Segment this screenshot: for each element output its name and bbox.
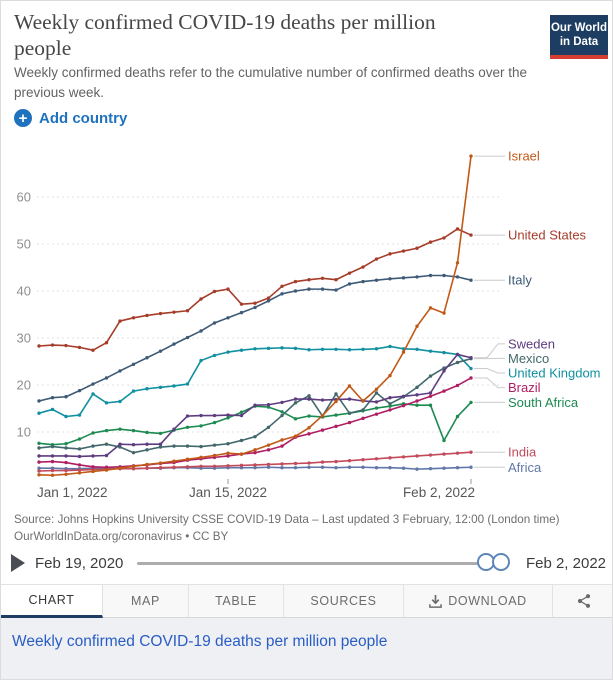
svg-text:South Africa: South Africa [508,395,579,410]
tab-chart[interactable]: CHART [1,585,103,618]
play-button[interactable] [11,554,25,572]
svg-text:10: 10 [17,425,31,440]
svg-text:Mexico: Mexico [508,351,549,366]
logo-line-1: Our World [550,21,607,34]
tab-table-label: TABLE [215,594,257,608]
svg-text:Israel: Israel [508,149,540,164]
svg-text:Africa: Africa [508,460,542,475]
plus-circle-icon: + [14,109,32,127]
source-line-2: OurWorldInData.org/coronavirus • CC BY [14,529,229,543]
tab-table[interactable]: TABLE [189,585,284,618]
share-icon [577,594,590,608]
tab-download-label: DOWNLOAD [448,594,527,608]
svg-text:United Kingdom: United Kingdom [508,366,601,381]
download-icon [429,594,443,608]
tab-map[interactable]: MAP [103,585,189,618]
add-country-button[interactable]: + Add country [14,109,127,127]
timeline-control: Feb 19, 2020 Feb 2, 2022 [11,550,606,576]
timeline-end-handle[interactable] [491,552,510,571]
svg-text:40: 40 [17,284,31,299]
chart-page-link[interactable]: Weekly confirmed COVID-19 deaths per mil… [12,633,388,650]
source-note: Source: Johns Hopkins University CSSE CO… [14,512,599,546]
svg-text:Brazil: Brazil [508,380,541,395]
line-chart[interactable]: 10 20 30 40 50 60 Jan 1, 2022 Jan 15, 2022 Feb 2… [1,141,612,506]
page-title: Weekly confirmed COVID-19 deaths per mil… [14,10,436,61]
svg-text:30: 30 [17,331,31,346]
svg-text:Feb 2, 2022: Feb 2, 2022 [403,485,475,500]
tab-sources[interactable]: SOURCES [284,585,404,618]
svg-text:India: India [508,445,537,460]
tab-bar: CHART MAP TABLE SOURCES DOWNLOAD [1,584,612,618]
svg-text:50: 50 [17,237,31,252]
svg-text:Jan 15, 2022: Jan 15, 2022 [189,485,267,500]
timeline-end-date[interactable]: Feb 2, 2022 [525,554,606,572]
tab-download[interactable]: DOWNLOAD [404,585,553,618]
related-link-bar: Weekly confirmed COVID-19 deaths per mil… [1,618,612,679]
timeline-start-date[interactable]: Feb 19, 2020 [35,554,124,572]
add-country-label: Add country [39,109,128,127]
svg-text:60: 60 [17,190,31,205]
tab-map-label: MAP [131,594,160,608]
timeline-slider[interactable] [137,552,516,574]
tab-sources-label: SOURCES [310,594,377,608]
owid-logo[interactable]: Our World in Data [550,15,608,59]
svg-text:Italy: Italy [508,273,532,288]
svg-text:United States: United States [508,228,587,243]
logo-line-2: in Data [559,36,599,48]
share-button[interactable] [553,585,612,618]
svg-text:Sweden: Sweden [508,336,555,351]
chart-subtitle: Weekly confirmed deaths refer to the cum… [14,65,528,100]
svg-text:20: 20 [17,378,31,393]
timeline-track[interactable] [137,561,508,565]
source-line-1: Source: Johns Hopkins University CSSE CO… [14,513,560,526]
svg-text:Jan 1, 2022: Jan 1, 2022 [37,485,108,500]
tab-chart-label: CHART [28,593,75,607]
